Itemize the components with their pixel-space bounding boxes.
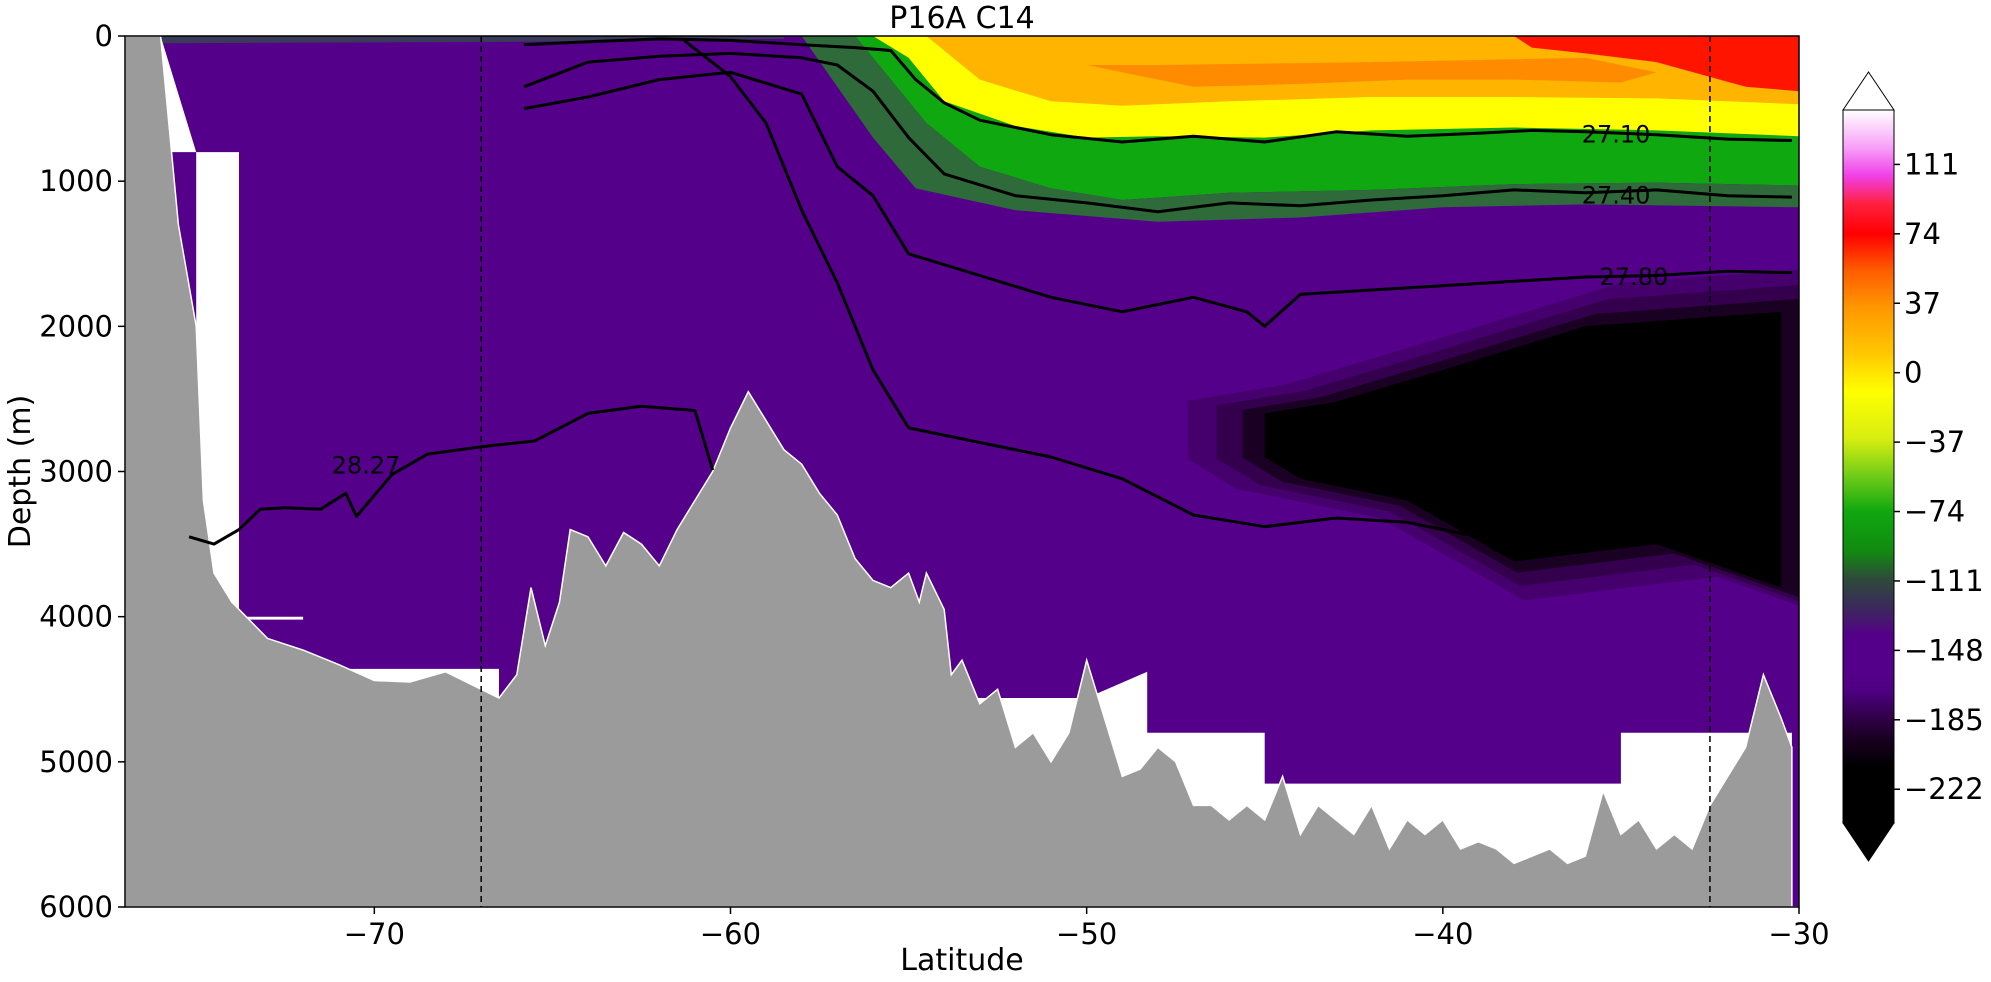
contour-line-unlabeled-3 bbox=[683, 39, 1498, 553]
x-tick-label: −40 bbox=[1412, 917, 1473, 951]
contour-line-27.10 bbox=[523, 37, 1792, 144]
y-axis-title: Depth (m) bbox=[3, 395, 38, 549]
colorbar-tick-label: 111 bbox=[1904, 147, 1959, 181]
x-tick-label: −30 bbox=[1768, 917, 1829, 951]
chart-title: P16A C14 bbox=[889, 1, 1034, 36]
contour-label: 27.10 bbox=[1582, 121, 1651, 149]
contour-line-27.80 bbox=[523, 70, 1792, 328]
colorbar-frame bbox=[1842, 109, 1895, 824]
y-tick-label: 6000 bbox=[39, 890, 113, 924]
bathymetry bbox=[125, 36, 1799, 907]
y-tick-label: 5000 bbox=[39, 745, 113, 779]
band-deeporange bbox=[1086, 57, 1657, 87]
colorbar-tick-label: −74 bbox=[1904, 495, 1965, 529]
y-axis: 0 1000 2000 3000 4000 5000 6000 bbox=[39, 19, 125, 924]
y-tick-label: 2000 bbox=[39, 309, 113, 343]
band-red bbox=[1514, 36, 1799, 92]
colorbar-tick-label: 0 bbox=[1904, 356, 1922, 390]
colorbar-extend-max bbox=[1842, 71, 1895, 111]
colorbar-tick-label: 74 bbox=[1904, 217, 1941, 251]
colorbar-tick-label: −148 bbox=[1904, 633, 1984, 667]
contour-label: 27.80 bbox=[1600, 263, 1669, 291]
contour-label: 28.27 bbox=[332, 452, 401, 480]
x-axis: −70 −60 −50 −40 −30 bbox=[344, 907, 1830, 951]
deep-core-layer-3 bbox=[1264, 311, 1782, 588]
colorbar-tick-label: −185 bbox=[1904, 703, 1984, 737]
x-tick-label: −60 bbox=[700, 917, 761, 951]
contour-line-27.40 bbox=[523, 51, 1792, 214]
y-tick-label: 0 bbox=[95, 19, 113, 53]
x-tick-label: −50 bbox=[1056, 917, 1117, 951]
colorbar-tick-label: −222 bbox=[1904, 772, 1984, 806]
band-greenfade bbox=[801, 36, 1799, 222]
y-tick-label: 3000 bbox=[39, 455, 113, 489]
x-axis-title: Latitude bbox=[900, 943, 1023, 978]
y-tick-label: 1000 bbox=[39, 164, 113, 198]
contour-label: 27.40 bbox=[1582, 182, 1651, 210]
band-surface-dark bbox=[160, 36, 784, 44]
colorbar-tick-label: 37 bbox=[1904, 286, 1941, 320]
colorbar-tick-label: −111 bbox=[1904, 564, 1984, 598]
colorbar-tick-label: −37 bbox=[1904, 425, 1965, 459]
no-data-shelf bbox=[196, 152, 304, 620]
plot-area bbox=[125, 36, 1799, 907]
contour-line-28.27 bbox=[188, 404, 715, 546]
colorbar: 111 74 37 0 −37 −74 −111 −148 −185 −222 bbox=[1842, 71, 1984, 862]
colorbar-extend-min bbox=[1842, 822, 1895, 862]
x-tick-label: −70 bbox=[344, 917, 405, 951]
y-tick-label: 4000 bbox=[39, 600, 113, 634]
overlay: 27.10 27.40 27.80 28.27 bbox=[124, 35, 1800, 908]
colorbar-body bbox=[1843, 110, 1894, 823]
